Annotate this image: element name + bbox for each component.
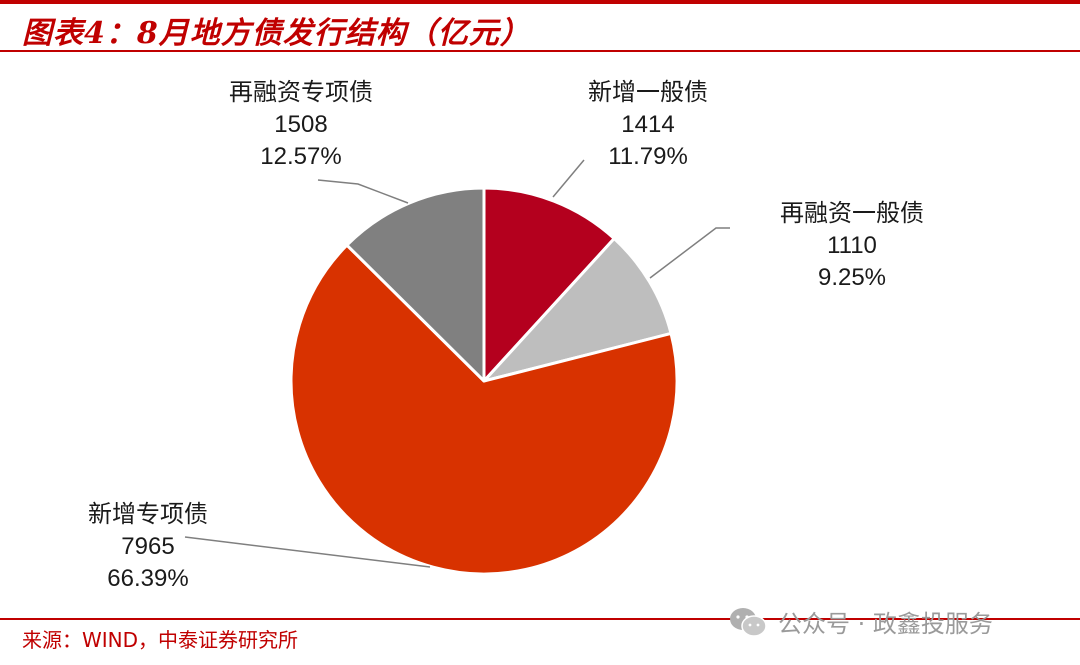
pie-slice	[482, 237, 673, 383]
slice-value: 1414	[621, 111, 674, 138]
watermark: 公众号 · 政鑫投服务	[728, 604, 993, 639]
slice-percent: 9.25%	[818, 264, 886, 291]
pie-slice	[345, 186, 486, 383]
slice-percent: 12.57%	[260, 143, 341, 170]
pie-slice	[482, 186, 616, 383]
slice-value: 7965	[121, 533, 174, 560]
pie-chart: 新增一般债 1414 11.79% 再融资一般债 1110 9.25% 新增专项债 7965 6…	[88, 78, 924, 592]
top-rule	[0, 0, 1080, 4]
pie-slice	[289, 243, 679, 576]
leader-line	[649, 227, 730, 279]
slice-percent: 66.39%	[107, 565, 188, 592]
wechat-icon	[730, 607, 767, 637]
source-rule	[0, 618, 1080, 620]
slice-value: 1508	[274, 111, 327, 138]
slice-label: 新增专项债	[88, 500, 208, 528]
watermark-text: 公众号 · 政鑫投服务	[778, 610, 993, 638]
source-note: 来源：WIND，中泰证券研究所	[22, 628, 299, 652]
slice-label: 再融资专项债	[229, 78, 373, 106]
chart-title: 图表4：8月地方债发行结构（亿元）	[22, 16, 531, 51]
leader-line	[184, 536, 431, 568]
slice-value: 1110	[827, 232, 877, 259]
leader-line	[317, 179, 409, 204]
slice-label: 再融资一般债	[780, 199, 924, 227]
title-rule	[0, 50, 1080, 52]
slice-percent: 11.79%	[608, 143, 688, 170]
leader-line	[552, 159, 585, 198]
slice-label: 新增一般债	[588, 78, 708, 106]
